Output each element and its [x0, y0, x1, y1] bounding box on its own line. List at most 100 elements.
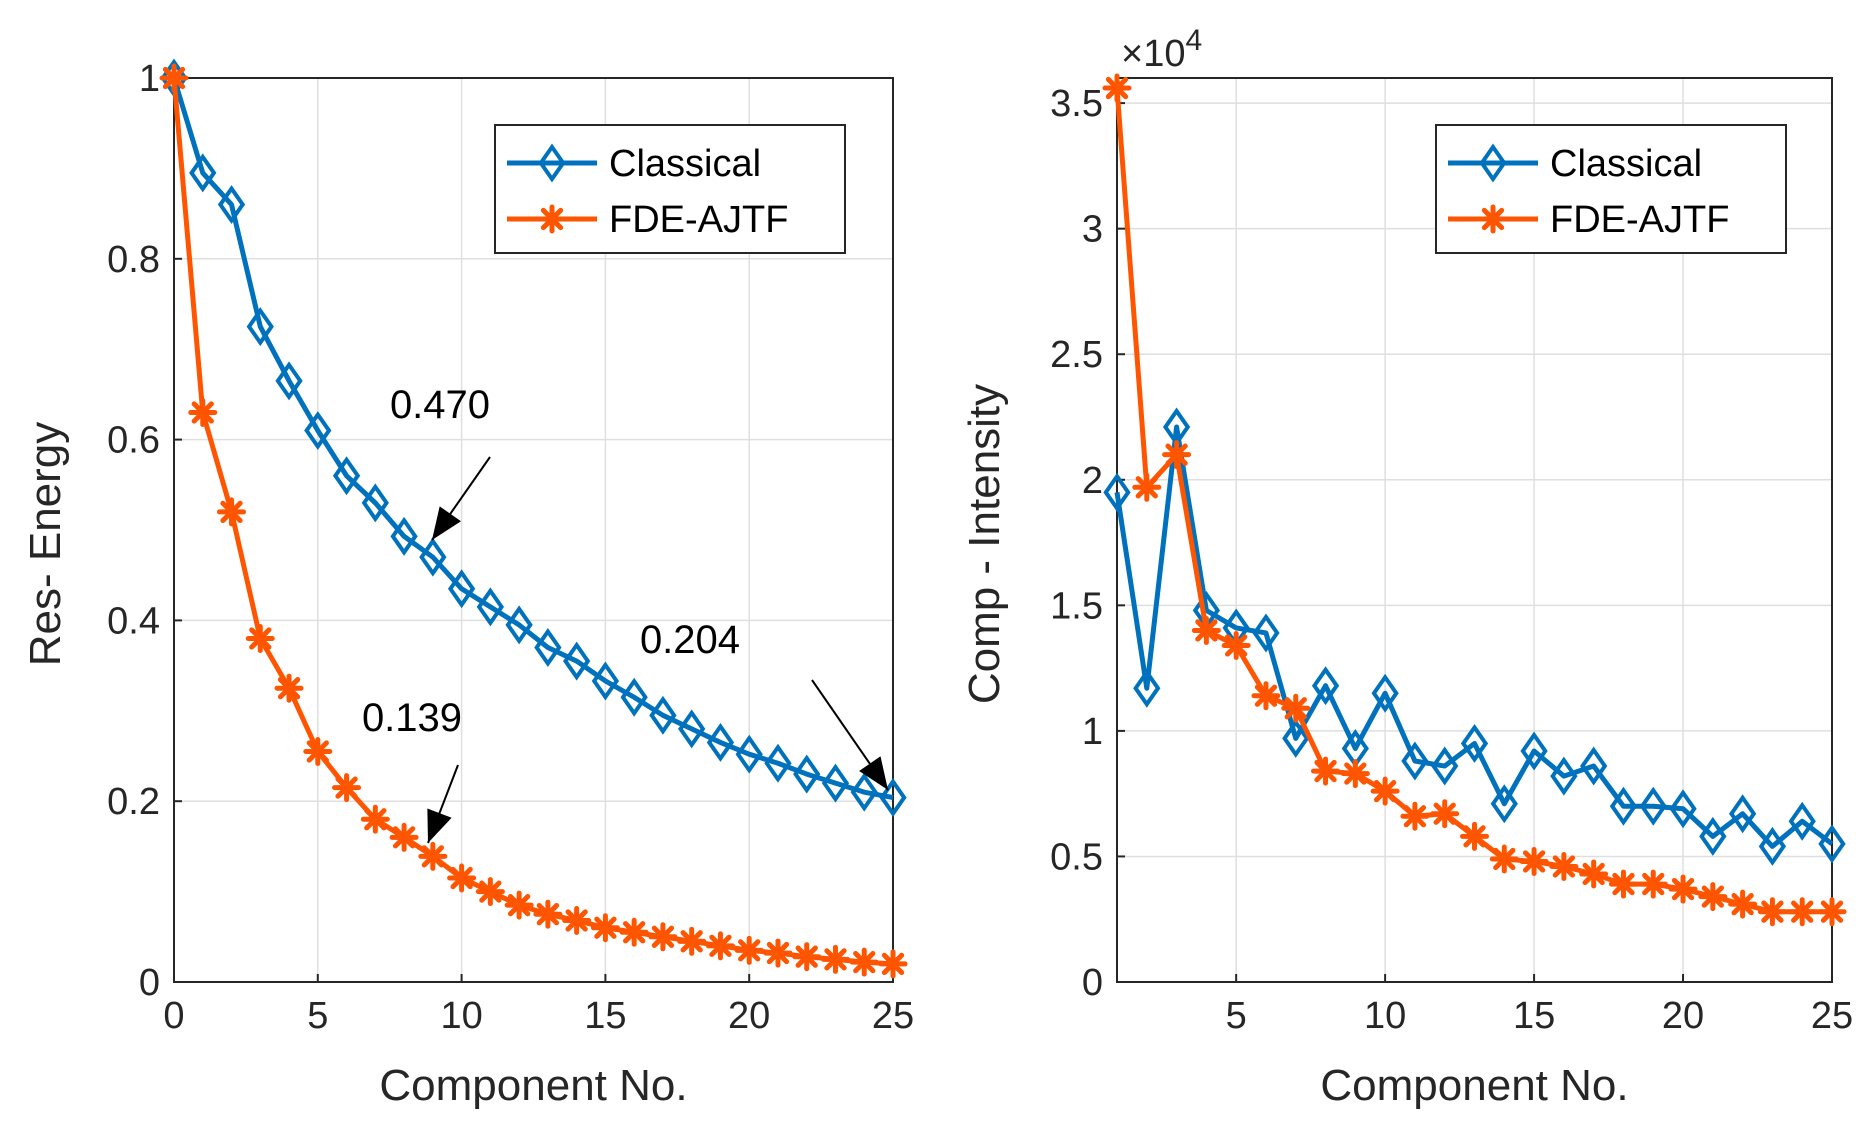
y-tick-label: 0.4 [107, 600, 160, 642]
data-point [705, 931, 735, 961]
axes-frame [173, 77, 894, 983]
x-tick-label: 20 [1662, 995, 1704, 1037]
legend-marker [1479, 143, 1507, 183]
data-point [1401, 741, 1429, 781]
left-chart-panel: 0 5 10 15 20 25 0 0.2 0.4 0.6 0.8 1 Component No. Res… [21, 58, 914, 1110]
data-point [764, 743, 792, 783]
data-point [792, 942, 822, 972]
data-point [1311, 756, 1341, 786]
data-point [590, 913, 620, 943]
data-point [504, 890, 534, 920]
data-point [678, 709, 706, 749]
data-point [763, 938, 793, 968]
data-point [189, 153, 217, 193]
data-point [1668, 874, 1698, 904]
legend-marker [537, 204, 567, 234]
data-point [1609, 786, 1638, 826]
annotation: 0.204 [640, 618, 889, 791]
annotation-label: 0.139 [362, 696, 462, 740]
data-point [475, 877, 505, 907]
data-point [1669, 789, 1697, 829]
data-point [1699, 816, 1727, 856]
y-tick-label: 0.2 [107, 781, 160, 823]
y-tick-label: 0 [139, 962, 160, 1004]
data-point [245, 623, 275, 653]
annotation-arrow-head [859, 756, 888, 790]
y-tick-label: 1.5 [1050, 585, 1103, 627]
data-point [562, 906, 592, 936]
data-point [390, 516, 418, 556]
data-point [793, 754, 821, 794]
data-point [1489, 844, 1519, 874]
data-point [849, 947, 879, 977]
data-point [1519, 846, 1549, 876]
y-tick-label: 1 [1082, 711, 1103, 753]
data-point [1252, 613, 1280, 653]
y-axis-exponent: ×104 [1121, 24, 1202, 75]
data-point [1728, 889, 1758, 919]
data-point [303, 736, 333, 766]
x-tick-label: 0 [163, 995, 184, 1037]
y-tick-label: 2.5 [1050, 334, 1103, 376]
data-point [1251, 681, 1281, 711]
data-point [360, 804, 390, 834]
data-point [1191, 615, 1221, 645]
legend-marker [1478, 204, 1508, 234]
data-point [1758, 826, 1787, 866]
y-axis-label: Comp - Intensity [960, 384, 1009, 704]
data-point [735, 734, 763, 774]
series-fde-ajtf [159, 63, 908, 979]
data-point [1638, 869, 1668, 899]
data-point [505, 605, 533, 645]
data-point [619, 917, 649, 947]
data-point [878, 949, 908, 979]
data-point [1757, 897, 1787, 927]
series-line [1114, 424, 1834, 849]
data-point [534, 628, 562, 668]
data-point [1370, 776, 1400, 806]
annotation-arrow-head [432, 506, 461, 540]
data-point [1788, 801, 1816, 841]
legend: Classical FDE-AJTF [1435, 124, 1787, 254]
data-point [1608, 869, 1638, 899]
data-point [418, 841, 448, 871]
x-axis-label: Component No. [379, 1061, 687, 1110]
data-point [820, 944, 850, 974]
annotation-arrow-head [427, 808, 452, 843]
y-tick-label: 0.6 [107, 420, 160, 462]
data-point [562, 641, 591, 681]
data-point [332, 773, 362, 803]
y-tick-label: 3.5 [1050, 83, 1103, 125]
data-point [304, 411, 332, 451]
x-tick-label: 10 [1364, 995, 1406, 1037]
data-point [1460, 723, 1489, 763]
data-point [188, 397, 218, 427]
y-axis-label: Res- Energy [21, 422, 70, 667]
data-point [1371, 673, 1399, 713]
data-point [1133, 668, 1161, 708]
data-point [361, 483, 389, 523]
data-point [332, 456, 361, 496]
data-point [1132, 472, 1162, 502]
data-point [1549, 851, 1579, 881]
data-point [1787, 897, 1817, 927]
data-point [1340, 759, 1370, 789]
data-point [159, 63, 189, 93]
y-tick-label: 0.8 [107, 239, 160, 281]
data-point [1400, 801, 1430, 831]
x-tick-label: 25 [1811, 995, 1853, 1037]
data-point [246, 307, 274, 347]
data-point [389, 822, 419, 852]
data-point [1162, 440, 1192, 470]
x-tick-label: 15 [1513, 995, 1555, 1037]
data-point [1490, 784, 1518, 824]
data-point [1698, 882, 1728, 912]
data-point [1102, 73, 1132, 103]
data-point [217, 497, 247, 527]
y-tick-label: 2 [1082, 460, 1103, 502]
series-classical [1103, 407, 1846, 866]
legend: Classical FDE-AJTF [494, 124, 846, 254]
data-point [1520, 731, 1548, 771]
legend-label: Classical [609, 143, 761, 185]
